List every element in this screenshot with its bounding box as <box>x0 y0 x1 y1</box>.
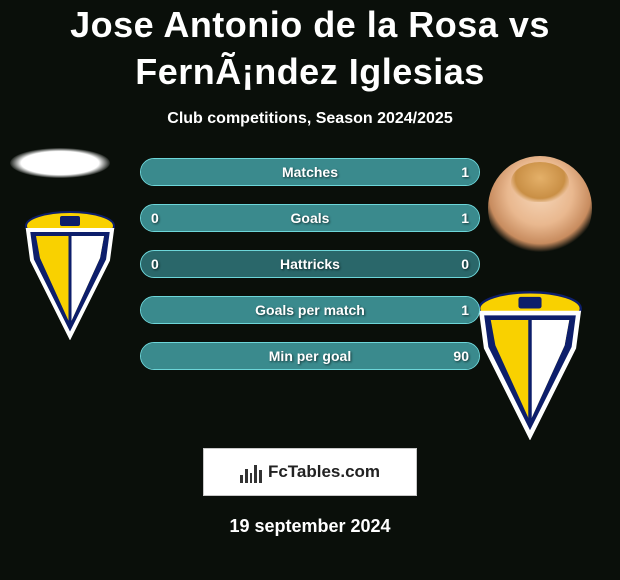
bar-chart-icon <box>240 461 262 483</box>
stat-label: Goals per match <box>255 302 365 318</box>
club-crest-left <box>20 210 120 340</box>
page-title: Jose Antonio de la Rosa vs FernÃ¡ndez Ig… <box>0 2 620 96</box>
stat-value-left: 0 <box>151 210 159 226</box>
stat-value-left: 0 <box>151 256 159 272</box>
logo-text: FcTables.com <box>268 462 380 482</box>
stat-label: Goals <box>291 210 330 226</box>
stat-value-right: 0 <box>461 256 469 272</box>
player-left-avatar-placeholder <box>10 148 110 178</box>
stat-bar: 0 Goals 1 <box>140 204 480 232</box>
stat-value-right: 90 <box>453 348 469 364</box>
stat-label: Min per goal <box>269 348 351 364</box>
stat-bar: 0 Hattricks 0 <box>140 250 480 278</box>
stat-bar: Matches 1 <box>140 158 480 186</box>
stat-value-right: 1 <box>461 302 469 318</box>
stat-value-right: 1 <box>461 210 469 226</box>
stat-bar: Min per goal 90 <box>140 342 480 370</box>
stat-bar: Goals per match 1 <box>140 296 480 324</box>
stat-label: Matches <box>282 164 338 180</box>
stat-bars: Matches 1 0 Goals 1 0 Hattricks 0 Goals per matc… <box>140 158 480 370</box>
date-label: 19 september 2024 <box>229 516 390 537</box>
club-crest-right <box>470 290 590 440</box>
stat-value-right: 1 <box>461 164 469 180</box>
player-right-avatar <box>488 156 592 260</box>
stat-label: Hattricks <box>280 256 340 272</box>
comparison-area: Matches 1 0 Goals 1 0 Hattricks 0 Goals per matc… <box>0 158 620 438</box>
subtitle: Club competitions, Season 2024/2025 <box>167 110 452 128</box>
fctables-logo: FcTables.com <box>203 448 417 496</box>
